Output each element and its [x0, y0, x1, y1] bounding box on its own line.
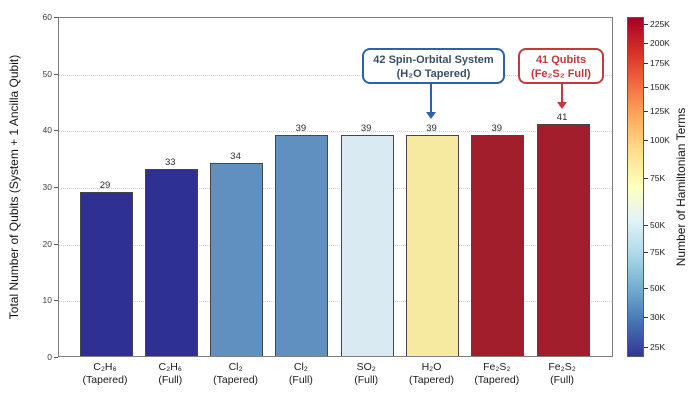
x-category-label: Fe₂S₂ (Tapered): [455, 361, 539, 386]
annotation-arrowhead-fe2s2: [557, 102, 567, 109]
annotation-fe2s2-line2: (Fe₂S₂ Full): [531, 68, 591, 80]
x-category-formula: Cl₂: [228, 361, 243, 373]
colorbar-tick-label: 100K: [650, 135, 670, 145]
annotation-h2o-line2: (H₂O Tapered): [396, 68, 471, 80]
colorbar-tick-label: 200K: [650, 38, 670, 48]
x-category-variant: (Tapered): [82, 373, 128, 386]
x-category-variant: (Full): [354, 373, 379, 386]
x-category-formula: Cl₂: [293, 361, 308, 373]
colorbar-title: Number of Hamiltonian Terms: [674, 107, 688, 267]
y-tick-label: 0: [47, 352, 52, 362]
colorbar-tick-label: 225K: [650, 19, 670, 29]
annotation-arrow-h2o: [430, 84, 432, 112]
bar-Cl₂-(Full): [275, 135, 329, 356]
colorbar-tick-mark: [644, 317, 648, 318]
colorbar-tick-mark: [644, 288, 648, 289]
x-category-variant: (Tapered): [474, 373, 520, 386]
x-category-formula: C₂H₆: [93, 361, 117, 373]
x-category-variant: (Full): [158, 373, 183, 386]
colorbar-tick-mark: [644, 252, 648, 253]
x-category-label: C₂H₆ (Tapered): [63, 361, 147, 386]
bar-value-label: 41: [556, 111, 568, 123]
colorbar-tick-mark: [644, 225, 648, 226]
y-tick-mark: [54, 300, 58, 302]
y-tick-mark: [54, 130, 58, 132]
bar-C₂H₆-(Tapered): [79, 191, 133, 356]
bar-value-label: 39: [426, 123, 437, 134]
colorbar-tick-mark: [644, 178, 648, 179]
bar-value-label: 34: [230, 151, 241, 163]
colorbar-tick-mark: [644, 63, 648, 64]
bar-value-label: 39: [360, 123, 372, 134]
colorbar-tick-label: 75K: [650, 247, 666, 257]
colorbar-tick-mark: [644, 87, 648, 88]
x-category-formula: Fe₂S₂: [483, 361, 511, 373]
annotation-arrowhead-h2o: [426, 112, 436, 119]
bar-value-label: 29: [99, 179, 111, 191]
bar-value-label: 39: [295, 123, 307, 134]
x-category-variant: (Tapered): [213, 373, 259, 386]
y-tick-mark: [54, 187, 58, 188]
colorbar-tick-label: 150K: [650, 82, 670, 92]
colorbar: [627, 17, 644, 357]
bar-value-label: 33: [165, 157, 176, 168]
x-category-label: Fe₂S₂ (Full): [520, 361, 604, 386]
annotation-fe2s2-line1: 41 Qubits: [535, 54, 587, 66]
bar-value-label: 39: [491, 123, 503, 134]
colorbar-tick-label: 50K: [650, 283, 666, 293]
x-category-formula: SO₂: [356, 361, 376, 373]
colorbar-tick-mark: [644, 111, 648, 112]
x-category-label: C₂H₆ (Full): [128, 361, 212, 386]
y-tick-mark: [54, 357, 58, 358]
gridline-y10: [59, 301, 612, 303]
colorbar-tick-label: 125K: [650, 106, 670, 116]
gridline-y30: [59, 188, 612, 189]
y-tick-label: 40: [42, 125, 52, 136]
colorbar-tick-mark: [644, 43, 648, 44]
colorbar-tick-label: 175K: [650, 58, 670, 68]
bar-Cl₂-(Tapered): [210, 163, 264, 356]
y-tick-label: 30: [42, 182, 52, 192]
x-category-formula: H₂O: [421, 361, 442, 373]
bar-Fe₂S₂-(Full): [536, 123, 590, 356]
colorbar-tick-mark: [644, 140, 648, 141]
y-tick-label: 10: [42, 295, 52, 306]
bar-C₂H₆-(Full): [144, 169, 198, 356]
gridline-y40: [59, 131, 612, 133]
y-tick-mark: [54, 243, 58, 245]
gridline-y20: [59, 244, 612, 246]
bar-SO₂-(Full): [340, 135, 394, 356]
x-category-label: SO₂ (Full): [324, 361, 408, 386]
annotation-h2o-line1: 42 Spin-Orbital System: [373, 54, 494, 66]
bar-Fe₂S₂-(Tapered): [471, 135, 525, 356]
y-tick-mark: [54, 73, 58, 75]
x-category-variant: (Full): [550, 373, 575, 386]
colorbar-tick-mark: [644, 347, 648, 348]
colorbar-tick-label: 50K: [650, 220, 666, 230]
x-category-formula: C₂H₆: [158, 361, 183, 373]
y-tick-label: 60: [42, 12, 52, 22]
x-category-variant: (Tapered): [409, 373, 454, 386]
y-axis-title: Total Number of Qubits (System + 1 Ancil…: [7, 54, 21, 320]
x-category-formula: Fe₂S₂: [548, 361, 576, 373]
x-category-label: Cl₂ (Tapered): [194, 361, 278, 386]
x-category-label: Cl₂ (Full): [259, 361, 343, 386]
colorbar-tick-label: 25K: [650, 342, 666, 352]
colorbar-tick-label: 30K: [650, 312, 666, 322]
annotation-box-fe2s2-full: 41 Qubits (Fe₂S₂ Full): [518, 48, 604, 84]
gridline-y50: [59, 74, 612, 76]
y-tick-label: 50: [42, 68, 52, 79]
y-tick-mark: [54, 17, 58, 18]
colorbar-tick-label: 75K: [650, 173, 666, 183]
annotation-box-h2o-tapered: 42 Spin-Orbital System (H₂O Tapered): [362, 48, 505, 84]
x-category-label: H₂O (Tapered): [390, 361, 474, 386]
colorbar-tick-mark: [644, 24, 648, 25]
annotation-arrow-fe2s2: [561, 84, 563, 102]
bar-H₂O-(Tapered): [406, 135, 459, 356]
x-category-variant: (Full): [288, 373, 313, 386]
y-tick-label: 20: [42, 238, 52, 249]
